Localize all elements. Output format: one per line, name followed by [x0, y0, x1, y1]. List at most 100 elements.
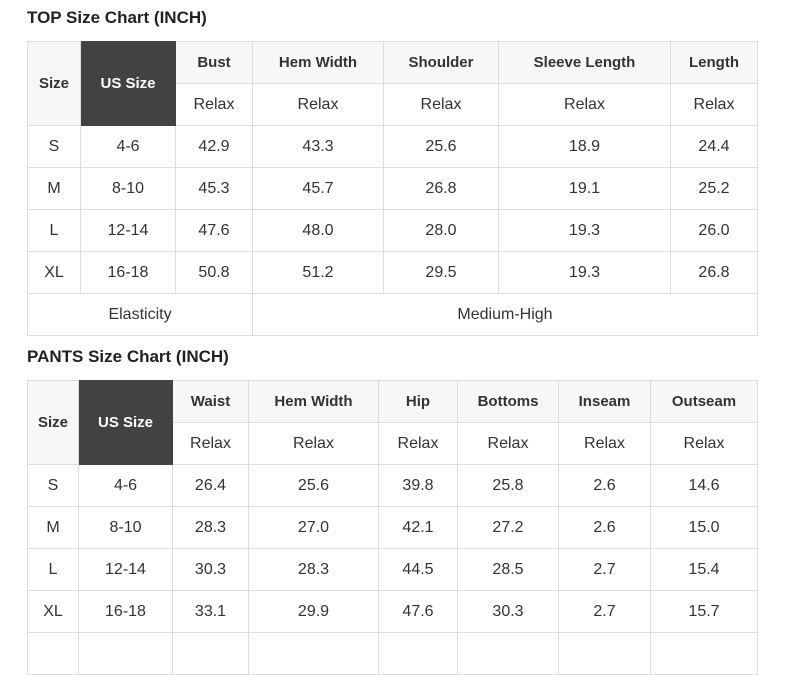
value-cell: 26.8: [670, 251, 758, 294]
table-row: S 4-6 26.4 25.6 39.8 25.8 2.6 14.6: [27, 464, 758, 507]
fit-cell: Relax: [498, 83, 671, 126]
empty-cell: [558, 632, 651, 675]
value-cell: 25.6: [248, 464, 379, 507]
size-cell: L: [27, 548, 79, 591]
value-cell: 27.0: [248, 506, 379, 549]
value-cell: 2.7: [558, 548, 651, 591]
table-row: L 12-14 30.3 28.3 44.5 28.5 2.7 15.4: [27, 548, 758, 591]
value-cell: 29.9: [248, 590, 379, 633]
pants-chart-title: PANTS Size Chart (INCH): [27, 347, 229, 366]
us-size-cell: 16-18: [80, 251, 176, 294]
empty-cell: [378, 632, 458, 675]
pants-size-corner-header: Size: [27, 380, 79, 465]
us-size-cell: 12-14: [80, 209, 176, 252]
top-elasticity-row: Elasticity Medium-High: [27, 293, 758, 336]
value-cell: 14.6: [650, 464, 758, 507]
top-header-bust: Bust: [175, 41, 253, 84]
value-cell: 19.1: [498, 167, 671, 210]
pants-header-inseam: Inseam: [558, 380, 651, 423]
empty-cell: [78, 632, 173, 675]
size-cell: XL: [27, 251, 81, 294]
us-size-cell: 12-14: [78, 548, 173, 591]
table-row: M 8-10 28.3 27.0 42.1 27.2 2.6 15.0: [27, 506, 758, 549]
size-cell: XL: [27, 590, 79, 633]
fit-cell: Relax: [670, 83, 758, 126]
value-cell: 2.6: [558, 506, 651, 549]
table-row: L 12-14 47.6 48.0 28.0 19.3 26.0: [27, 209, 758, 252]
value-cell: 26.4: [172, 464, 249, 507]
top-header-sleeve-length: Sleeve Length: [498, 41, 671, 84]
value-cell: 2.6: [558, 464, 651, 507]
value-cell: 33.1: [172, 590, 249, 633]
us-size-cell: 4-6: [80, 125, 176, 168]
value-cell: 39.8: [378, 464, 458, 507]
value-cell: 51.2: [252, 251, 384, 294]
empty-cell: [650, 632, 758, 675]
size-cell: L: [27, 209, 81, 252]
value-cell: 2.7: [558, 590, 651, 633]
value-cell: 47.6: [175, 209, 253, 252]
value-cell: 42.1: [378, 506, 458, 549]
top-header-row: Size US Size Bust Hem Width Shoulder Sle…: [27, 41, 758, 126]
size-cell: S: [27, 464, 79, 507]
value-cell: 27.2: [457, 506, 559, 549]
pants-header-hip: Hip: [378, 380, 458, 423]
top-header-length: Length: [670, 41, 758, 84]
top-size-table: Size US Size Bust Hem Width Shoulder Sle…: [27, 41, 758, 336]
value-cell: 42.9: [175, 125, 253, 168]
value-cell: 45.7: [252, 167, 384, 210]
value-cell: 48.0: [252, 209, 384, 252]
value-cell: 19.3: [498, 251, 671, 294]
top-header-hem-width: Hem Width: [252, 41, 384, 84]
fit-cell: Relax: [558, 422, 651, 465]
fit-cell: Relax: [252, 83, 384, 126]
fit-cell: Relax: [175, 83, 253, 126]
value-cell: 28.5: [457, 548, 559, 591]
top-header-shoulder: Shoulder: [383, 41, 499, 84]
fit-cell: Relax: [248, 422, 379, 465]
value-cell: 28.0: [383, 209, 499, 252]
size-cell: M: [27, 167, 81, 210]
top-us-size-corner-header: US Size: [80, 41, 176, 126]
pants-us-size-corner-header: US Size: [78, 380, 173, 465]
table-row: XL 16-18 33.1 29.9 47.6 30.3 2.7 15.7: [27, 590, 758, 633]
pants-header-hem-width: Hem Width: [248, 380, 379, 423]
pants-header-outseam: Outseam: [650, 380, 758, 423]
value-cell: 30.3: [457, 590, 559, 633]
fit-cell: Relax: [457, 422, 559, 465]
empty-cell: [172, 632, 249, 675]
value-cell: 18.9: [498, 125, 671, 168]
us-size-cell: 4-6: [78, 464, 173, 507]
fit-cell: Relax: [172, 422, 249, 465]
us-size-cell: 8-10: [78, 506, 173, 549]
elasticity-value-cell: Medium-High: [252, 293, 758, 336]
size-cell: M: [27, 506, 79, 549]
table-row-partial: [27, 632, 758, 675]
size-cell: S: [27, 125, 81, 168]
table-row: S 4-6 42.9 43.3 25.6 18.9 24.4: [27, 125, 758, 168]
value-cell: 47.6: [378, 590, 458, 633]
elasticity-label-cell: Elasticity: [27, 293, 253, 336]
value-cell: 30.3: [172, 548, 249, 591]
value-cell: 44.5: [378, 548, 458, 591]
value-cell: 28.3: [248, 548, 379, 591]
value-cell: 26.0: [670, 209, 758, 252]
top-size-corner-header: Size: [27, 41, 81, 126]
pants-fit-row: Relax Relax Relax Relax Relax Relax: [28, 422, 758, 465]
value-cell: 50.8: [175, 251, 253, 294]
value-cell: 24.4: [670, 125, 758, 168]
empty-cell: [27, 632, 79, 675]
value-cell: 43.3: [252, 125, 384, 168]
value-cell: 19.3: [498, 209, 671, 252]
fit-cell: Relax: [650, 422, 758, 465]
top-fit-row: Relax Relax Relax Relax Relax: [28, 83, 758, 126]
value-cell: 28.3: [172, 506, 249, 549]
us-size-cell: 8-10: [80, 167, 176, 210]
top-chart-title: TOP Size Chart (INCH): [27, 8, 207, 27]
value-cell: 25.2: [670, 167, 758, 210]
empty-cell: [457, 632, 559, 675]
pants-header-bottoms: Bottoms: [457, 380, 559, 423]
value-cell: 26.8: [383, 167, 499, 210]
pants-header-row: Size US Size Waist Hem Width Hip Bottoms…: [27, 380, 758, 465]
